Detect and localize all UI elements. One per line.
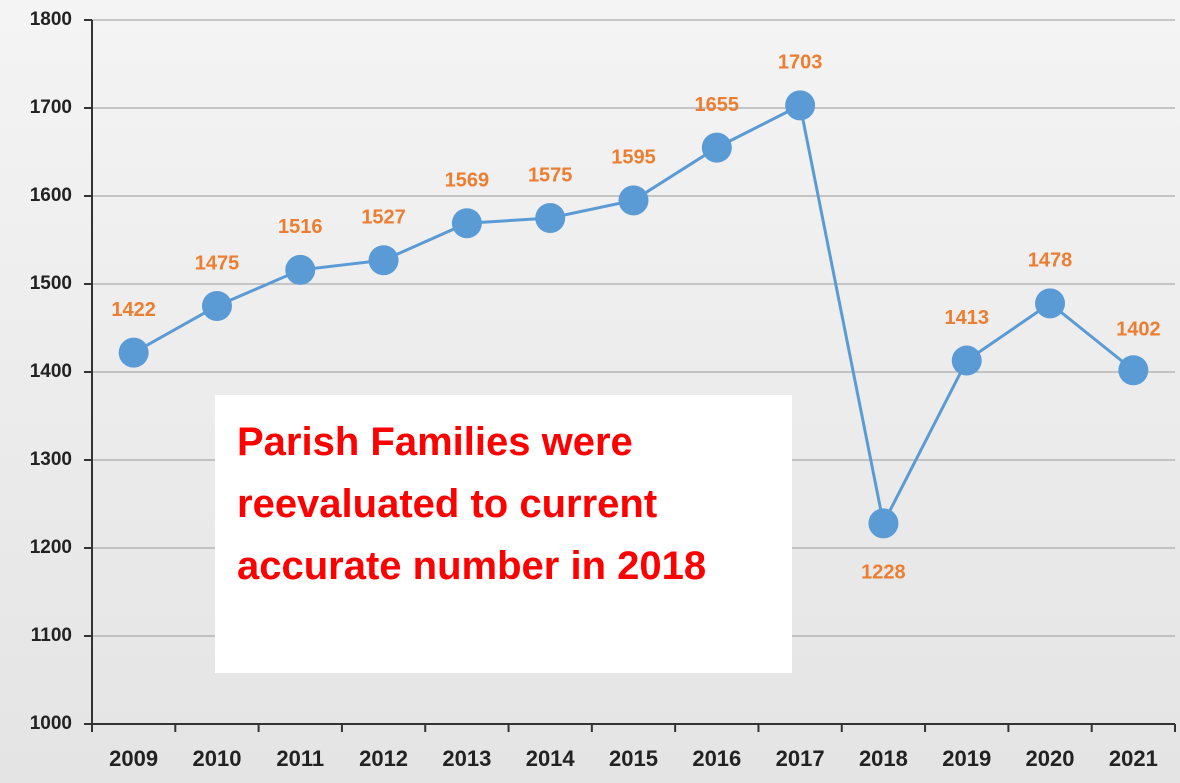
data-label: 1228 <box>861 562 906 584</box>
data-label: 1413 <box>944 307 989 329</box>
x-tick-label: 2018 <box>859 746 908 771</box>
y-tick-label: 1600 <box>30 185 72 206</box>
y-tick-label: 1400 <box>30 361 72 382</box>
x-tick-label: 2012 <box>359 746 408 771</box>
x-tick-label: 2015 <box>609 746 658 771</box>
data-point <box>785 90 816 121</box>
data-point <box>951 345 982 376</box>
x-tick-label: 2011 <box>276 746 324 771</box>
data-point <box>701 132 732 163</box>
annotation: Parish Families were reevaluated to curr… <box>215 395 792 673</box>
x-tick-label: 2017 <box>776 746 825 771</box>
y-tick-label: 1800 <box>30 9 72 30</box>
y-tick-label: 1500 <box>30 273 72 294</box>
x-tick-label: 2009 <box>109 746 158 771</box>
x-tick-label: 2013 <box>442 746 491 771</box>
x-tick-label: 2014 <box>526 746 576 771</box>
y-tick-label: 1200 <box>30 537 72 558</box>
data-label: 1595 <box>611 147 656 169</box>
data-label: 1478 <box>1028 250 1073 272</box>
data-point <box>201 291 232 321</box>
y-tick-label: 1300 <box>30 449 72 470</box>
data-point <box>451 208 482 239</box>
data-label: 1475 <box>195 252 240 274</box>
x-tick-label: 2021 <box>1109 746 1158 771</box>
data-point <box>118 337 149 368</box>
x-tick-label: 2019 <box>942 746 991 771</box>
data-label: 1655 <box>695 94 740 116</box>
x-tick-label: 2020 <box>1026 746 1075 771</box>
x-tick-label: 2010 <box>192 746 241 771</box>
data-point <box>868 508 899 539</box>
data-point <box>618 185 649 216</box>
data-label: 1575 <box>528 164 573 186</box>
y-tick-label: 1000 <box>30 713 72 734</box>
data-label: 1703 <box>778 52 823 74</box>
data-label: 1516 <box>278 216 323 238</box>
x-tick-label: 2016 <box>692 746 741 771</box>
data-label: 1569 <box>445 170 490 192</box>
data-point <box>1118 355 1149 386</box>
y-tick-label: 1100 <box>31 625 72 646</box>
data-label: 1422 <box>111 299 156 321</box>
data-point <box>1035 288 1066 319</box>
data-point <box>535 203 566 233</box>
data-label: 1527 <box>361 207 406 229</box>
data-label: 1402 <box>1116 319 1161 341</box>
data-point <box>368 245 399 276</box>
y-tick-label: 1700 <box>30 97 72 118</box>
data-point <box>285 254 316 285</box>
